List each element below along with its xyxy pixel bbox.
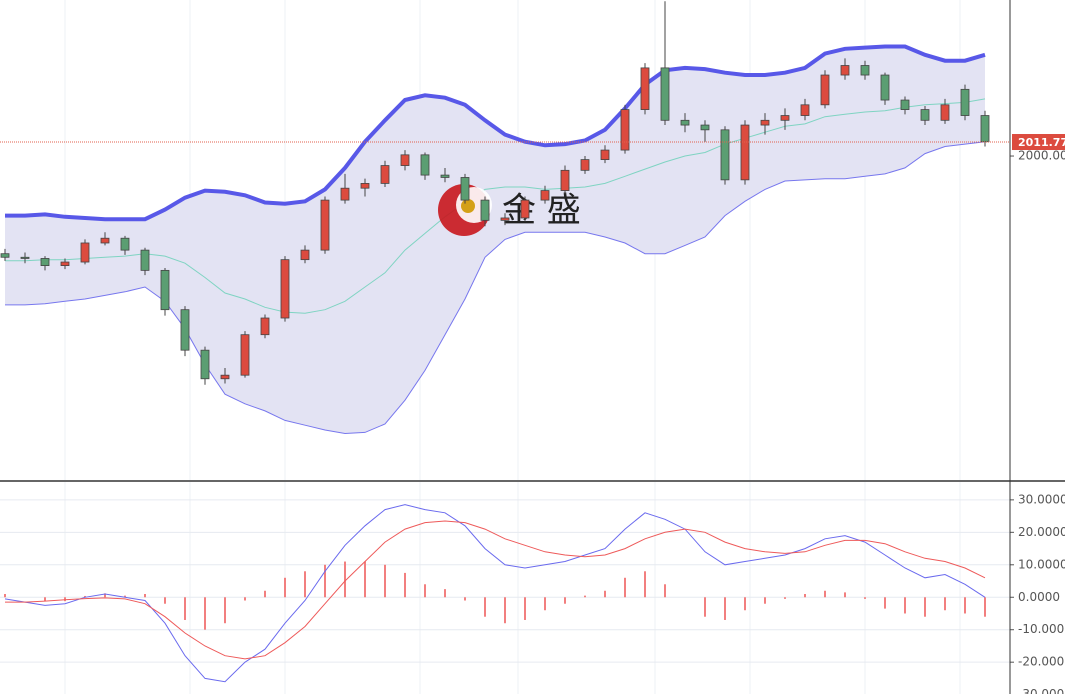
- y-tick-label: -10.0000: [1018, 622, 1065, 636]
- candle-body: [600, 149, 610, 161]
- candle-body: [320, 199, 330, 251]
- candle-body: [540, 190, 550, 201]
- candle-body: [860, 65, 870, 76]
- y-tick-label: 2000.00: [1018, 149, 1065, 163]
- candle-body: [460, 177, 470, 201]
- candle-body: [680, 119, 690, 126]
- watermark: 金 盛: [438, 184, 581, 236]
- candle-body: [240, 334, 250, 376]
- candle-body: [700, 124, 710, 131]
- candle-body: [800, 104, 810, 116]
- candle-body: [840, 65, 850, 76]
- candle-body: [220, 374, 230, 380]
- candle-body: [720, 129, 730, 181]
- candle-body: [280, 259, 290, 319]
- candle-body: [400, 154, 410, 166]
- y-tick-label: 20.0000: [1018, 525, 1065, 539]
- band-line: [5, 98, 986, 314]
- watermark-logo-ball: [461, 199, 475, 213]
- candle-body: [660, 67, 670, 121]
- candle-body: [60, 261, 70, 267]
- candle-body: [880, 74, 890, 101]
- last-price-label: 2011.77: [1018, 136, 1065, 149]
- candle-body: [340, 187, 350, 201]
- candle-body: [560, 169, 570, 191]
- candle-body: [180, 309, 190, 351]
- candle-body: [500, 217, 510, 221]
- candle-body: [740, 124, 750, 181]
- candle-body: [160, 269, 170, 311]
- macd-line: [4, 504, 986, 683]
- candle-body: [40, 258, 50, 267]
- candle-body: [20, 256, 30, 259]
- candle-body: [100, 237, 110, 244]
- candle-body: [140, 249, 150, 271]
- candle-body: [900, 99, 910, 110]
- candle-body: [80, 242, 90, 263]
- candle-body: [960, 88, 970, 116]
- candle-body: [620, 109, 630, 151]
- candle-body: [780, 115, 790, 121]
- candle-body: [380, 165, 390, 184]
- candle-body: [920, 109, 930, 121]
- band-line: [5, 44, 986, 222]
- candle-body: [580, 159, 590, 171]
- last-price-box: [1012, 134, 1065, 151]
- candle-body: [980, 115, 990, 143]
- y-tick-label: -20.0000: [1018, 655, 1065, 669]
- candle-body: [360, 183, 370, 189]
- macd-line: [5, 520, 986, 660]
- candle-body: [640, 67, 650, 110]
- y-tick-label: 0.0000: [1018, 590, 1060, 604]
- candle-body: [420, 154, 430, 176]
- candle-body: [300, 249, 310, 261]
- candle-body: [200, 349, 210, 380]
- y-tick-label: 30.0000: [1018, 492, 1065, 506]
- candle-body: [820, 74, 830, 106]
- candle-body: [520, 199, 530, 219]
- candle-body: [940, 104, 950, 121]
- candle-body: [0, 253, 10, 258]
- band-fill: [5, 46, 985, 434]
- y-tick-label: -30.0000: [1018, 687, 1065, 694]
- candle-body: [480, 199, 490, 221]
- candle-body: [760, 119, 770, 126]
- candle-body: [120, 237, 130, 251]
- y-tick-label: 10.0000: [1018, 557, 1065, 571]
- candle-body: [260, 317, 270, 336]
- candle-body: [440, 174, 450, 178]
